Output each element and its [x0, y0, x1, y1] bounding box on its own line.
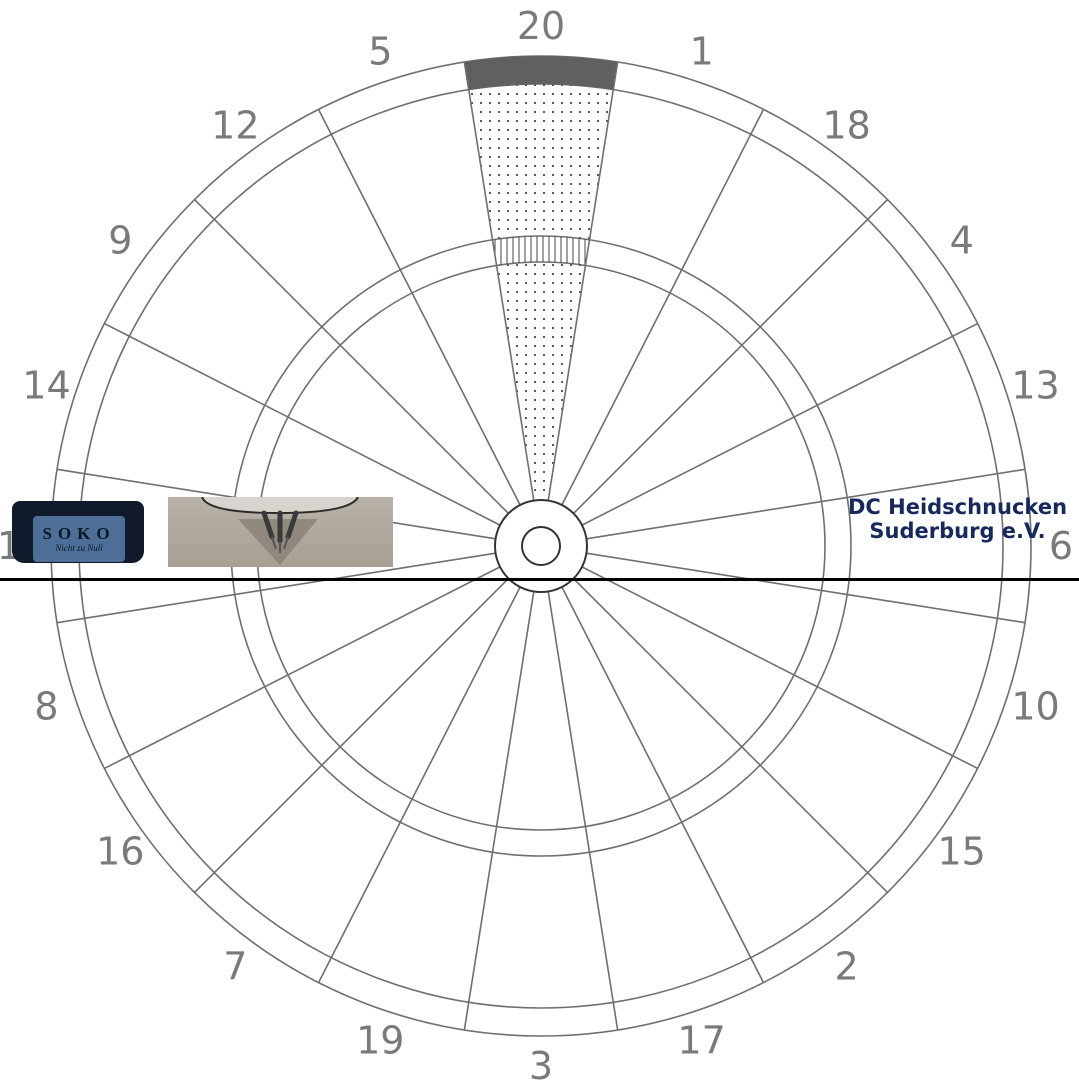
segment-wire [581, 566, 978, 770]
board-number: 14 [22, 363, 70, 407]
board-number: 15 [938, 830, 986, 874]
segment-wire [561, 109, 765, 506]
board-number: 7 [223, 945, 247, 989]
double-20-fill [464, 55, 618, 90]
board-number: 8 [34, 685, 58, 729]
darts-photo-logo [168, 497, 393, 567]
soko-logo-subtitle: Nicht zu Null [55, 542, 103, 553]
segment-wire [547, 61, 619, 501]
segment-wire [581, 322, 978, 526]
board-number: 20 [517, 4, 565, 48]
board-number: 5 [368, 29, 392, 73]
segment-wire [104, 322, 501, 526]
bullseye [494, 499, 588, 593]
segment-wire [193, 577, 510, 894]
soko-logo-panel: SOKO Nicht zu Null [33, 516, 125, 562]
outer-single-20-fill [468, 84, 614, 240]
inner-bull [521, 526, 561, 566]
board-number: 12 [211, 103, 259, 147]
board-number: 3 [529, 1044, 553, 1082]
segment-wire [317, 586, 521, 983]
segment-wire [463, 61, 535, 501]
board-number: 9 [108, 218, 132, 262]
segment-wire [463, 591, 535, 1031]
club-name: DC Heidschnucken Suderburg e.V. [820, 495, 1079, 543]
board-number: 4 [950, 218, 974, 262]
segment-wire [104, 566, 501, 770]
segment-wire [317, 109, 521, 506]
board-number: 2 [835, 945, 859, 989]
club-name-line1: DC Heidschnucken [847, 495, 1068, 519]
segment-wire [572, 198, 889, 515]
soko-logo: SOKO Nicht zu Null [12, 497, 144, 567]
soko-logo-title: SOKO [42, 523, 116, 543]
horizontal-divider [0, 578, 1079, 581]
board-number: 16 [96, 830, 144, 874]
board-number: 13 [1011, 363, 1059, 407]
segment-wire [193, 198, 510, 515]
highlighted-segment-20 [464, 55, 618, 497]
club-name-line2: Suderburg e.V. [869, 519, 1046, 543]
segment-wire [547, 591, 619, 1031]
board-number: 17 [678, 1019, 726, 1063]
segment-wire [586, 468, 1026, 540]
board-number: 19 [356, 1019, 404, 1063]
board-number: 1 [690, 29, 714, 73]
inner-single-20-fill [496, 262, 586, 497]
segment-wire [572, 577, 889, 894]
board-number: 6 [1049, 524, 1073, 568]
segment-wire [56, 552, 496, 624]
segment-wires [56, 61, 1026, 1031]
board-number: 18 [822, 103, 870, 147]
segment-wire [586, 552, 1026, 624]
darts-image [201, 497, 359, 565]
segment-wire [561, 586, 765, 983]
board-number: 10 [1011, 685, 1059, 729]
triple-20-fill [492, 235, 590, 266]
